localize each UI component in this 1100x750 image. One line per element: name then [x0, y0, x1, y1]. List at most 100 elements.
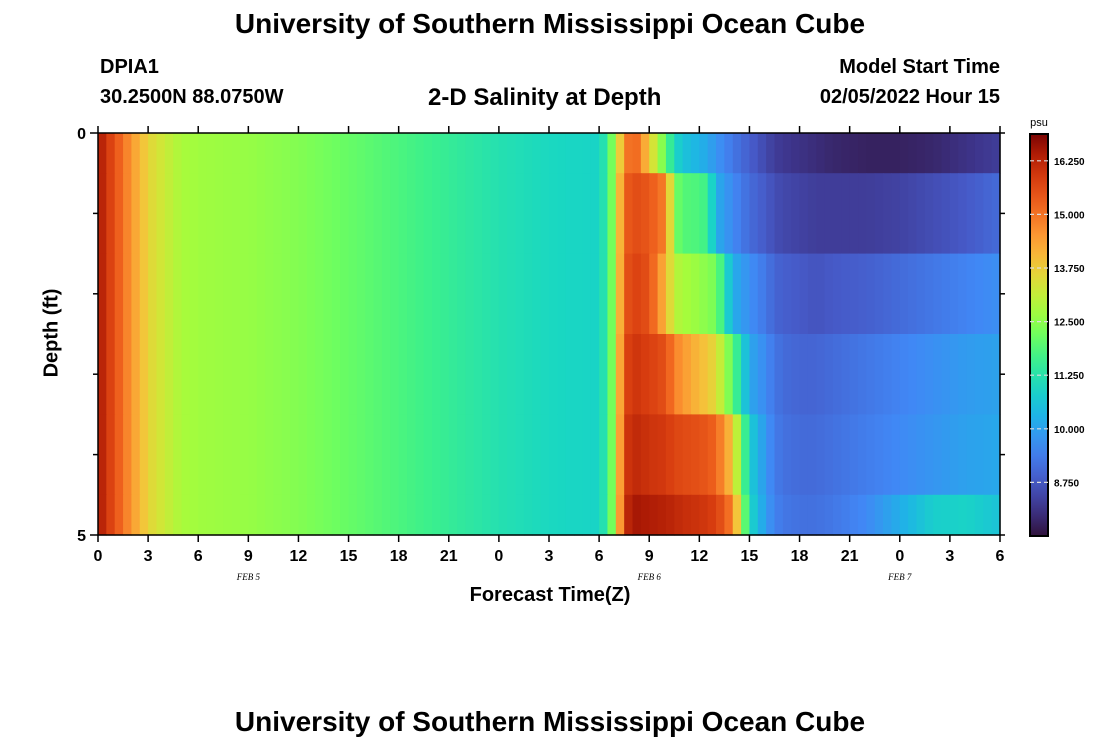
- heatmap-cell: [214, 334, 224, 415]
- heatmap-cell: [791, 334, 801, 415]
- x-tick-label: 6: [996, 548, 1005, 565]
- heatmap-cell: [198, 414, 208, 496]
- heatmap-cell: [457, 494, 467, 536]
- heatmap-cell: [290, 414, 300, 496]
- heatmap-cell: [582, 494, 592, 536]
- heatmap-cell: [423, 253, 433, 335]
- heatmap-cell: [306, 414, 316, 496]
- heatmap-cell: [640, 494, 650, 536]
- heatmap-cell: [908, 414, 918, 496]
- heatmap-cell: [749, 494, 759, 536]
- colorbar-tick-label: 10.000: [1054, 425, 1085, 436]
- colorbar-tick-label: 15.000: [1054, 210, 1085, 221]
- heatmap-cell: [114, 253, 124, 335]
- heatmap-cell: [164, 253, 174, 335]
- heatmap-cell: [741, 494, 751, 536]
- heatmap-cell: [331, 133, 341, 174]
- heatmap-cell: [674, 173, 684, 255]
- heatmap-cell: [866, 253, 876, 335]
- heatmap-cell: [298, 494, 308, 536]
- heatmap-cell: [515, 494, 525, 536]
- heatmap-cell: [198, 133, 208, 174]
- heatmap-cell: [390, 414, 400, 496]
- heatmap-cell: [398, 133, 408, 174]
- heatmap-cell: [114, 334, 124, 415]
- heatmap-cell: [590, 173, 600, 255]
- heatmap-cell: [457, 253, 467, 335]
- heatmap-cell: [858, 414, 867, 496]
- heatmap-cell: [189, 133, 199, 174]
- heatmap-cell: [657, 253, 667, 335]
- heatmap-cell: [273, 173, 283, 255]
- heatmap-cell: [448, 494, 458, 536]
- heatmap-cell: [148, 173, 158, 255]
- heatmap-cell: [649, 253, 659, 335]
- heatmap-cell: [507, 414, 517, 496]
- x-tick-label: 15: [340, 548, 358, 565]
- heatmap-cell: [557, 414, 567, 496]
- heatmap-cell: [974, 133, 984, 174]
- heatmap-cell: [473, 494, 483, 536]
- heatmap-cell: [265, 414, 274, 496]
- colorbar-unit-label: psu: [1030, 117, 1048, 129]
- heatmap-cell: [457, 173, 467, 255]
- heatmap-cell: [590, 414, 600, 496]
- heatmap-cell: [331, 173, 341, 255]
- heatmap-cell: [365, 494, 375, 536]
- next-chart-title: University of Southern Mississippi Ocean…: [234, 706, 866, 737]
- heatmap-cell: [657, 334, 667, 415]
- heatmap-cell: [540, 414, 550, 496]
- heatmap-cell: [373, 414, 383, 496]
- heatmap-cell: [766, 414, 776, 496]
- heatmap-cell: [883, 133, 893, 174]
- heatmap-cell: [615, 173, 625, 255]
- x-date-label: FEB 6: [637, 572, 662, 582]
- heatmap-cell: [883, 414, 893, 496]
- heatmap-cell: [908, 173, 918, 255]
- heatmap-cell: [407, 494, 416, 536]
- heatmap-cell: [139, 253, 149, 335]
- heatmap-cell: [908, 133, 918, 174]
- heatmap-cell: [114, 414, 124, 496]
- heatmap-cell: [390, 494, 400, 536]
- heatmap-cell: [123, 173, 133, 255]
- heatmap-cell: [273, 414, 283, 496]
- heatmap-cell: [523, 133, 533, 174]
- heatmap-cell: [949, 173, 959, 255]
- heatmap-cell: [423, 334, 433, 415]
- heatmap-cell: [749, 253, 759, 335]
- heatmap-cell: [832, 494, 842, 536]
- heatmap-cell: [607, 173, 617, 255]
- heatmap-cell: [807, 414, 817, 496]
- heatmap-cell: [206, 173, 216, 255]
- heatmap-cell: [565, 253, 575, 335]
- heatmap-cell: [440, 334, 450, 415]
- heatmap-cell: [924, 173, 934, 255]
- heatmap-cell: [732, 133, 742, 174]
- heatmap-cell: [156, 133, 166, 174]
- heatmap-cell: [774, 334, 784, 415]
- heatmap-cell: [574, 494, 584, 536]
- heatmap-cell: [473, 133, 483, 174]
- x-date-label: FEB 5: [236, 572, 261, 582]
- heatmap-cell: [189, 494, 199, 536]
- heatmap-cell: [941, 173, 951, 255]
- heatmap-cell: [640, 414, 650, 496]
- heatmap-cell: [231, 334, 241, 415]
- heatmap-cell: [482, 253, 492, 335]
- heatmap-cell: [490, 414, 500, 496]
- heatmap-cell: [164, 494, 174, 536]
- heatmap-cell: [849, 173, 859, 255]
- heatmap-cell: [273, 334, 283, 415]
- heatmap-cell: [231, 494, 241, 536]
- heatmap-cell: [899, 414, 909, 496]
- heatmap-cell: [599, 133, 609, 174]
- heatmap-cell: [432, 494, 442, 536]
- heatmap-cell: [515, 253, 525, 335]
- heatmap-cell: [148, 253, 158, 335]
- heatmap-cell: [565, 414, 575, 496]
- heatmap-cell: [732, 173, 742, 255]
- heatmap-cell: [189, 334, 199, 415]
- heatmap-cell: [348, 494, 358, 536]
